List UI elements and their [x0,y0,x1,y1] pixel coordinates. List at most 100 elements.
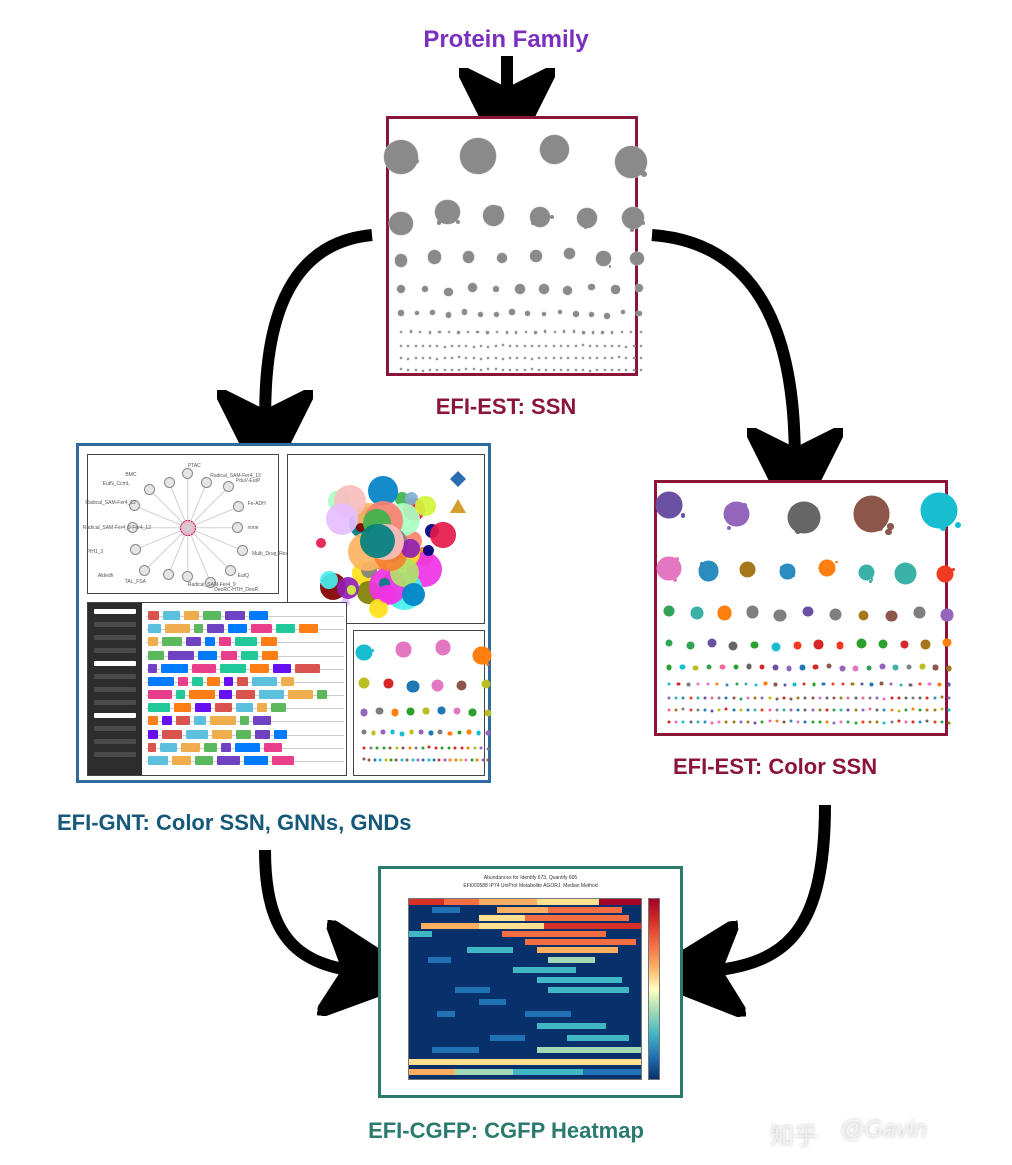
color-cluster-node [391,730,395,734]
cluster-node [487,346,489,348]
cluster-node [573,330,575,332]
color-cluster-node [914,607,925,618]
color-cluster-node [412,759,414,761]
cluster-node [596,345,598,347]
gnd-gene [148,703,170,712]
color-cluster-node [754,709,756,711]
color-cluster-node [919,697,921,699]
color-cluster-node [454,708,461,715]
cluster-node [395,254,407,266]
cluster-node [415,357,417,359]
color-cluster-node [482,680,491,689]
cluster-node [415,311,419,315]
color-cluster-node [438,759,440,761]
color-cluster-node [718,606,732,620]
color-cluster-node [666,640,672,646]
color-cluster-node [847,697,849,699]
gnd-gene [274,730,286,739]
color-cluster-node [697,709,699,711]
cluster-node [589,345,591,347]
color-cluster-node [761,697,763,699]
heatmap-cell [409,899,444,905]
color-cluster-node [363,747,365,749]
cluster-node [497,253,507,263]
panel-efi-est-ssn [386,116,638,376]
gnd-gene [210,716,236,725]
color-cluster-node [668,683,670,685]
cluster-node [486,331,489,334]
cluster-node [422,286,428,292]
color-cluster-node [740,721,742,723]
color-cluster-node [747,709,749,711]
color-cluster-node [819,697,821,699]
gnd-gene [148,716,158,725]
color-cluster-node [879,640,888,649]
color-cluster-node [919,683,921,685]
cluster-node [621,310,625,314]
heatmap-cell [444,899,479,905]
color-cluster-node [433,759,435,761]
color-cluster-node [682,708,684,710]
color-cluster-node [761,709,763,711]
cluster-node [400,345,402,347]
cluster-node [410,330,412,332]
color-cluster-node [374,759,376,761]
color-cluster-node [704,697,706,699]
cluster-node [473,368,475,370]
color-cluster-node [862,697,864,699]
gnd-gene [174,703,192,712]
panel-efi-cgfp: Abundances for Identify 673, Quantify 60… [378,866,683,1098]
heatmap-cell [479,899,537,905]
color-cluster-node [429,731,433,735]
color-cluster-node [787,666,792,671]
cluster-node [618,345,620,347]
color-cluster-node [790,709,792,711]
cluster-node [473,357,475,359]
color-cluster-node [390,759,392,761]
hub-node-label: none [247,525,258,531]
color-cluster-node [826,721,828,723]
color-cluster-node [941,609,952,620]
heatmap-cell [490,1035,525,1041]
color-cluster-node [691,607,703,619]
color-cluster-node [783,709,785,711]
color-cluster-node [372,731,376,735]
color-cluster-node [891,697,893,699]
color-cluster-node [389,747,391,749]
gnd-gene [224,677,233,686]
color-cluster-node [392,709,398,715]
hub-node-label: BMC [125,472,136,478]
gnd-gene [204,743,216,752]
color-cluster-node [774,683,777,686]
color-cluster-node [769,720,771,722]
cluster-node [524,369,526,371]
color-cluster-node [812,721,814,723]
color-cluster-node [926,697,928,699]
gnd-gene [148,690,172,699]
cluster-node [509,309,514,314]
color-cluster-node [840,721,842,723]
color-cluster-node [855,709,857,711]
color-cluster-node [934,721,936,723]
gnd-gene [221,651,237,660]
cluster-node [451,369,453,371]
color-cluster-node [675,721,677,723]
cgfp-title: Abundances for Identify 673, Quantify 60… [381,875,680,881]
cluster-node [515,284,525,294]
gnd-gene [148,730,158,739]
gnd-gene [212,730,232,739]
cluster-node [530,250,542,262]
cluster-node [575,357,577,359]
cluster-node [473,346,475,348]
cluster-node [509,369,511,371]
hub-node-label: Radical_SAM-Fer4_12 [85,500,136,506]
gnd-gene [148,664,157,673]
color-cluster-node [711,697,713,699]
color-cluster-node [729,642,738,651]
color-cluster-node [697,683,699,685]
color-cluster-node [487,748,489,750]
color-cluster-node [776,709,778,711]
color-cluster-node [457,681,466,690]
cluster-node [487,357,489,359]
cluster-node [589,357,591,359]
